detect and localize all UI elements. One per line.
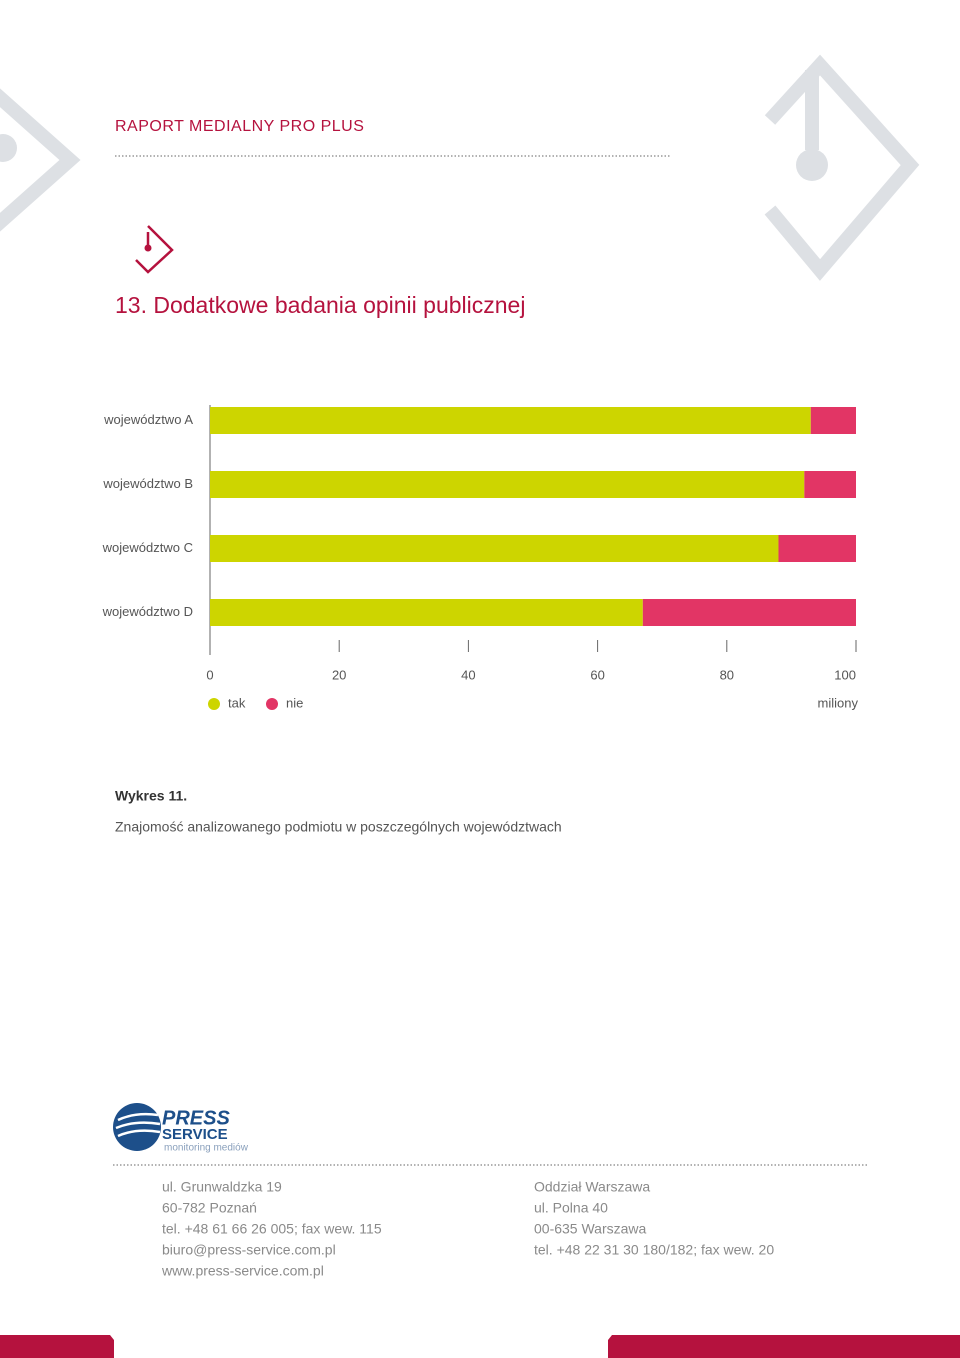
bar-segment bbox=[210, 407, 811, 434]
category-label: województwo B bbox=[102, 476, 193, 491]
footer-band bbox=[608, 1335, 960, 1358]
legend-swatch bbox=[208, 698, 220, 710]
category-label: województwo A bbox=[103, 412, 193, 427]
logo-subtext: monitoring mediów bbox=[164, 1143, 249, 1154]
x-tick-label: 80 bbox=[720, 667, 734, 682]
footer-line: 00-635 Warszawa bbox=[534, 1221, 647, 1237]
footer-line: 60-782 Poznań bbox=[162, 1200, 257, 1216]
decoration bbox=[0, 54, 920, 281]
decoration-dot bbox=[796, 149, 828, 181]
bar-segment bbox=[804, 471, 856, 498]
x-tick-label: 0 bbox=[206, 667, 213, 682]
footer-line: ul. Grunwaldzka 19 bbox=[162, 1179, 282, 1195]
caption-text: Znajomość analizowanego podmiotu w poszc… bbox=[115, 819, 562, 835]
section-icon-dot bbox=[144, 244, 152, 252]
logo-text: PRESS bbox=[162, 1107, 230, 1129]
bar-segment bbox=[210, 535, 779, 562]
bar-segment bbox=[810, 407, 856, 434]
footer-line: ul. Polna 40 bbox=[534, 1200, 608, 1216]
footer-line: tel. +48 22 31 30 180/182; fax wew. 20 bbox=[534, 1242, 774, 1258]
x-axis-label: miliony bbox=[818, 695, 859, 710]
category-label: województwo D bbox=[102, 604, 193, 619]
section-title: 13. Dodatkowe badania opinii publicznej bbox=[115, 292, 525, 318]
chart: 0 20 40 60 80 100 województwo A województwo B wo… bbox=[102, 405, 859, 710]
category-label: województwo C bbox=[102, 540, 193, 555]
logo-text: SERVICE bbox=[162, 1126, 228, 1143]
bar-segment bbox=[778, 535, 856, 562]
footer: ul. Grunwaldzka 19 60-782 Poznań tel. +48 … bbox=[161, 1179, 774, 1279]
x-tick-label: 100 bbox=[834, 667, 856, 682]
footer-line: Oddział Warszawa bbox=[534, 1179, 650, 1195]
x-tick-label: 40 bbox=[461, 667, 475, 682]
x-tick-label: 60 bbox=[590, 667, 604, 682]
decoration-dot bbox=[0, 134, 17, 162]
legend-label: tak bbox=[228, 695, 246, 710]
footer-line: biuro@press-service.com.pl bbox=[162, 1242, 336, 1258]
footer-band bbox=[0, 1335, 114, 1358]
footer-line: www.press-service.com.pl bbox=[161, 1263, 324, 1279]
legend-label: nie bbox=[286, 695, 303, 710]
footer-line: tel. +48 61 66 26 005; fax wew. 115 bbox=[162, 1221, 382, 1237]
bar-segment bbox=[210, 599, 643, 626]
bar-segment bbox=[210, 471, 805, 498]
caption-label: Wykres 11. bbox=[115, 788, 187, 804]
header-title: RAPORT MEDIALNY PRO PLUS bbox=[115, 118, 364, 135]
section-icon bbox=[135, 225, 174, 274]
x-tick-label: 20 bbox=[332, 667, 346, 682]
bar-segment bbox=[642, 599, 856, 626]
logo-stripes bbox=[115, 1112, 161, 1138]
legend-swatch bbox=[266, 698, 278, 710]
